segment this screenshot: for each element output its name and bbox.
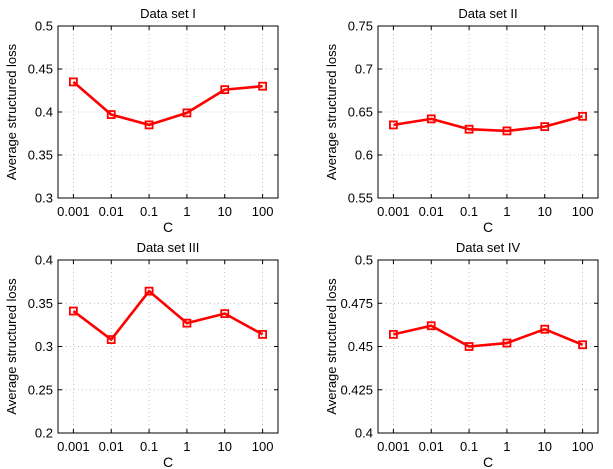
plot-border bbox=[377, 259, 599, 434]
x-tick-label: 0.1 bbox=[140, 439, 158, 454]
x-tick-label: 0.01 bbox=[99, 439, 124, 454]
y-tick-label: 0.55 bbox=[348, 191, 373, 206]
x-tick-label: 10 bbox=[538, 204, 552, 219]
x-tick-label: 1 bbox=[183, 439, 190, 454]
y-axis-label: Average structured loss bbox=[4, 43, 19, 180]
x-tick-label: 0.001 bbox=[57, 204, 90, 219]
data-point bbox=[502, 338, 512, 348]
y-tick-label: 0.5 bbox=[35, 19, 53, 34]
x-tick-label: 1 bbox=[503, 439, 510, 454]
x-tick-label: 100 bbox=[252, 439, 274, 454]
series-line bbox=[393, 115, 583, 133]
x-tick-label: 1 bbox=[183, 204, 190, 219]
chart-panel-4: 0.001 0.01 0.1 1 10 100 0.4 0.425 0.45 0.475 0.5 Da… bbox=[324, 240, 599, 469]
plot-border bbox=[377, 25, 599, 199]
y-axis-label: Average structured loss bbox=[324, 43, 339, 180]
x-tick-label: 0.1 bbox=[140, 204, 158, 219]
plot-border bbox=[57, 259, 279, 434]
y-tick-label: 0.25 bbox=[28, 382, 53, 397]
x-tick-label: 0.001 bbox=[377, 439, 410, 454]
data-point bbox=[388, 329, 398, 339]
y-tick-label: 0.75 bbox=[348, 19, 373, 34]
data-point bbox=[144, 120, 154, 130]
y-axis-label: Average structured loss bbox=[4, 278, 19, 415]
x-tick-label: 10 bbox=[538, 439, 552, 454]
data-point bbox=[220, 309, 230, 319]
chart-title: Data set IV bbox=[456, 240, 521, 255]
data-point bbox=[388, 120, 398, 130]
x-tick-label: 100 bbox=[572, 439, 594, 454]
y-tick-label: 0.5 bbox=[355, 253, 373, 268]
y-tick-label: 0.475 bbox=[340, 296, 373, 311]
x-tick-label: 0.01 bbox=[419, 204, 444, 219]
x-axis-label: C bbox=[483, 454, 493, 469]
series-line bbox=[393, 324, 584, 348]
data-point bbox=[426, 114, 436, 124]
y-tick-label: 0.35 bbox=[28, 148, 53, 163]
data-point bbox=[258, 329, 268, 339]
y-tick-label: 0.35 bbox=[28, 296, 53, 311]
data-point bbox=[220, 85, 230, 95]
series-line bbox=[72, 289, 264, 341]
data-point bbox=[106, 110, 116, 119]
chart-panel-3: 0.001 0.01 0.1 1 10 100 0.2 0.25 0.3 0.35 0.4 Data … bbox=[4, 240, 279, 469]
data-point bbox=[182, 318, 192, 328]
y-tick-label: 0.4 bbox=[35, 253, 53, 268]
data-point bbox=[106, 335, 116, 344]
series-line bbox=[72, 80, 263, 127]
plot-border bbox=[57, 25, 279, 199]
data-point bbox=[182, 108, 192, 118]
y-tick-label: 0.425 bbox=[340, 382, 373, 397]
chart-title: Data set I bbox=[140, 6, 196, 21]
chart-title: Data set II bbox=[458, 6, 517, 21]
y-tick-label: 0.65 bbox=[348, 105, 373, 120]
x-axis-label: C bbox=[483, 219, 493, 235]
y-tick-label: 0.3 bbox=[35, 339, 53, 354]
x-tick-label: 0.1 bbox=[460, 439, 478, 454]
x-tick-label: 10 bbox=[218, 204, 232, 219]
x-tick-label: 1 bbox=[503, 204, 510, 219]
x-axis-label: C bbox=[163, 219, 173, 235]
y-tick-label: 0.7 bbox=[355, 62, 373, 77]
data-point bbox=[464, 342, 474, 351]
x-tick-label: 0.001 bbox=[377, 204, 410, 219]
y-tick-label: 0.2 bbox=[35, 426, 53, 441]
chart-panel-1: 0.001 0.01 0.1 1 10 100 0.3 0.35 0.4 0.45 0.5 Data … bbox=[4, 6, 279, 235]
y-tick-label: 0.3 bbox=[35, 191, 53, 206]
x-axis-label: C bbox=[163, 454, 173, 469]
data-point bbox=[540, 324, 550, 334]
x-tick-label: 0.1 bbox=[460, 204, 478, 219]
chart-title: Data set III bbox=[137, 240, 200, 255]
y-tick-label: 0.4 bbox=[355, 426, 373, 441]
y-tick-label: 0.4 bbox=[35, 105, 53, 120]
x-tick-label: 0.001 bbox=[57, 439, 90, 454]
y-tick-label: 0.45 bbox=[348, 339, 373, 354]
y-tick-label: 0.45 bbox=[28, 62, 53, 77]
chart-panel-2: 0.001 0.01 0.1 1 10 100 0.55 0.6 0.65 0.7 0.75 Data… bbox=[324, 6, 599, 235]
data-point bbox=[502, 126, 512, 136]
x-tick-label: 10 bbox=[218, 439, 232, 454]
data-point bbox=[426, 321, 436, 331]
x-tick-label: 0.01 bbox=[419, 439, 444, 454]
x-tick-label: 100 bbox=[572, 204, 594, 219]
data-point bbox=[578, 340, 587, 350]
x-tick-label: 0.01 bbox=[99, 204, 124, 219]
x-tick-label: 100 bbox=[252, 204, 274, 219]
y-axis-label: Average structured loss bbox=[324, 278, 339, 415]
data-point bbox=[144, 286, 154, 296]
data-point bbox=[258, 81, 268, 91]
data-point bbox=[464, 124, 474, 134]
data-point bbox=[69, 306, 78, 316]
data-point bbox=[578, 111, 587, 121]
data-point bbox=[540, 122, 550, 132]
data-point bbox=[69, 77, 78, 87]
y-tick-label: 0.6 bbox=[355, 148, 373, 163]
